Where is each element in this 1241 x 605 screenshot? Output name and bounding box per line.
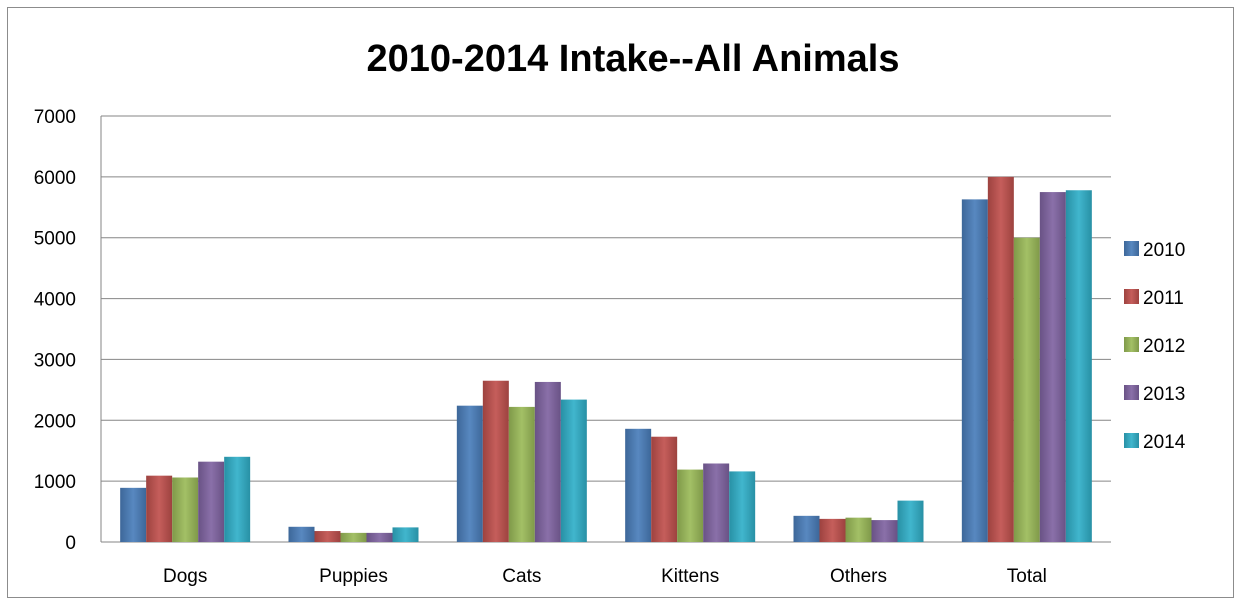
bar-kittens-2010: [625, 428, 652, 542]
y-tick-label: 1000: [34, 472, 76, 493]
bar-others-2014: [897, 500, 924, 542]
bar-puppies-2011: [314, 531, 341, 542]
x-tick-label: Puppies: [319, 566, 388, 587]
bar-others-2012: [845, 517, 872, 542]
legend: 2010 2011 2012 2013 2014: [1124, 240, 1186, 453]
bar-kittens-2013: [703, 463, 730, 542]
x-tick-label: Dogs: [163, 566, 207, 587]
legend-item-2012: 2012: [1124, 336, 1185, 357]
y-tick-label: 3000: [34, 350, 76, 371]
y-tick-label: 7000: [34, 107, 76, 128]
x-tick-label: Others: [830, 566, 887, 587]
legend-swatch: [1124, 433, 1139, 448]
x-tick-label: Kittens: [661, 566, 719, 587]
bar-total-2014: [1065, 190, 1092, 542]
legend-label: 2012: [1143, 336, 1185, 357]
bar-puppies-2010: [288, 526, 315, 542]
y-tick-label: 2000: [34, 411, 76, 432]
bar-puppies-2014: [392, 527, 419, 542]
bar-others-2013: [871, 520, 898, 542]
legend-item-2014: 2014: [1124, 432, 1186, 453]
legend-item-2011: 2011: [1124, 288, 1184, 309]
bar-others-2010: [793, 515, 820, 542]
gridlines: [100, 115, 1111, 543]
y-axis-ticks: 0 1000 2000 3000 4000 5000 6000 7000: [34, 107, 76, 554]
bar-cats-2014: [560, 399, 587, 542]
bar-puppies-2013: [366, 532, 393, 542]
x-tick-label: Cats: [502, 566, 541, 587]
y-tick-label: 4000: [34, 290, 76, 311]
bar-dogs-2011: [146, 475, 173, 542]
legend-label: 2013: [1143, 384, 1185, 405]
bar-puppies-2012: [340, 532, 367, 542]
legend-swatch: [1124, 289, 1139, 304]
bar-total-2012: [1013, 237, 1040, 542]
bar-cats-2012: [508, 406, 535, 542]
legend-swatch: [1124, 241, 1139, 256]
legend-swatch: [1124, 337, 1139, 352]
y-tick-label: 6000: [34, 168, 76, 189]
bar-total-2013: [1039, 192, 1066, 543]
legend-item-2013: 2013: [1124, 384, 1185, 405]
legend-label: 2011: [1143, 288, 1184, 309]
bar-kittens-2014: [729, 471, 756, 542]
bar-cats-2010: [456, 405, 483, 542]
chart-title: 2010-2014 Intake--All Animals: [367, 38, 900, 80]
bar-kittens-2012: [677, 469, 704, 542]
bar-dogs-2010: [120, 487, 147, 542]
x-tick-label: Total: [1007, 566, 1047, 587]
bar-others-2011: [819, 518, 846, 542]
x-axis-ticks: Dogs Puppies Cats Kittens Others Total: [163, 566, 1047, 587]
bar-cats-2011: [482, 380, 509, 542]
bar-dogs-2013: [198, 461, 225, 542]
bar-total-2010: [961, 199, 988, 543]
y-tick-label: 0: [65, 533, 76, 554]
legend-swatch: [1124, 385, 1139, 400]
bars: [120, 176, 1092, 543]
bar-total-2011: [987, 176, 1014, 542]
y-tick-label: 5000: [34, 229, 76, 250]
bar-dogs-2012: [172, 477, 199, 542]
legend-label: 2014: [1143, 432, 1186, 453]
legend-item-2010: 2010: [1124, 240, 1185, 261]
legend-label: 2010: [1143, 240, 1185, 261]
bar-cats-2013: [534, 381, 561, 542]
bar-dogs-2014: [224, 456, 251, 542]
bar-kittens-2011: [651, 436, 678, 542]
